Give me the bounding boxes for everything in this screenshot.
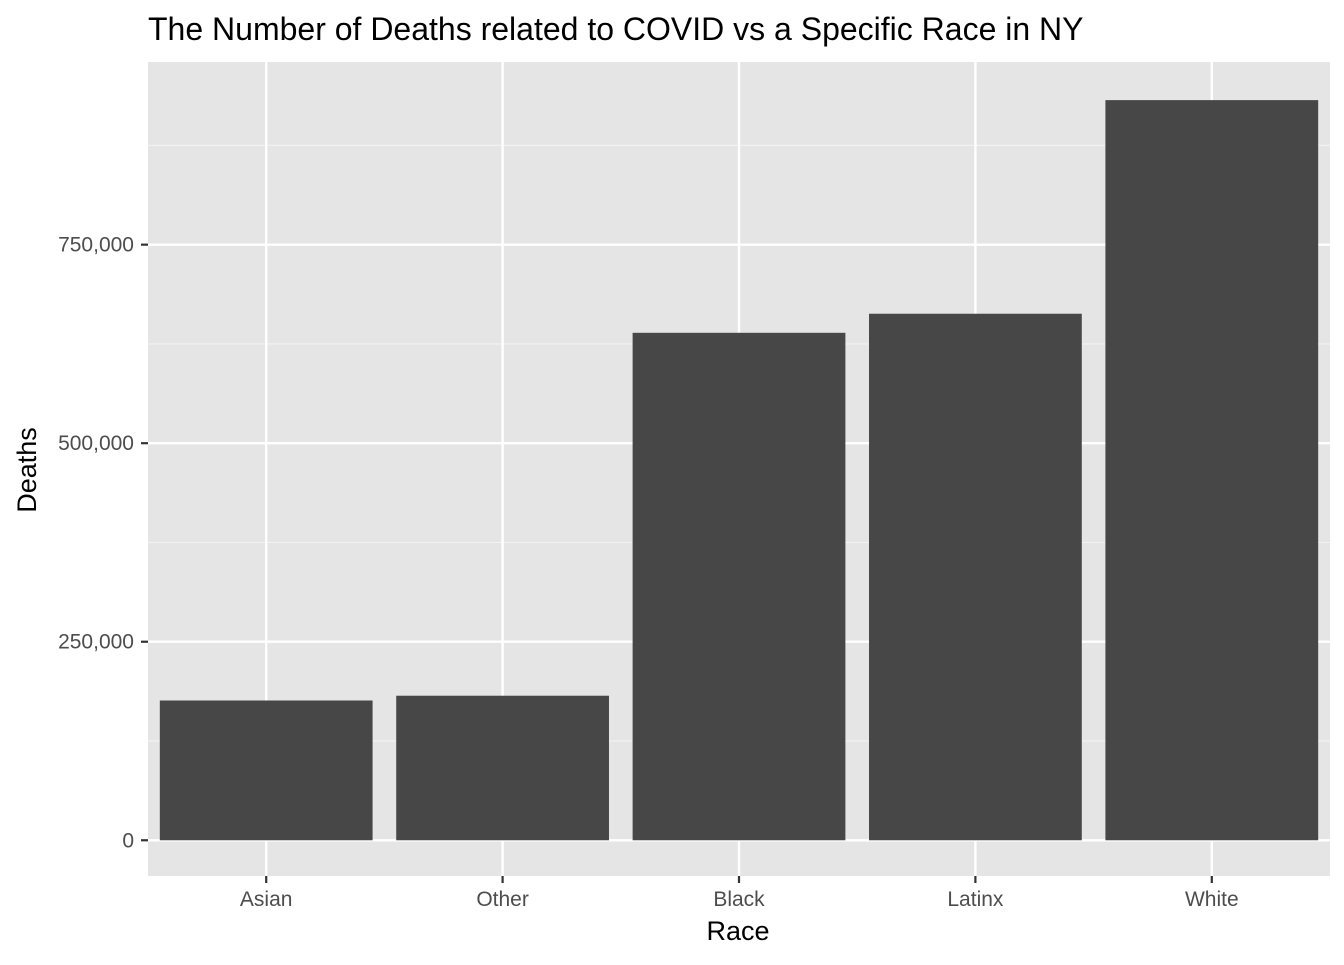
- y-axis-title: Deaths: [12, 427, 42, 513]
- x-tick-label: Other: [476, 888, 529, 911]
- x-tick-label: Latinx: [947, 888, 1004, 911]
- x-tick-label: White: [1185, 888, 1239, 911]
- x-tick-label: Black: [713, 888, 765, 911]
- chart-title: The Number of Deaths related to COVID vs…: [148, 11, 1084, 47]
- x-axis: Asian Other Black Latinx White: [240, 876, 1239, 911]
- bar-asian: [159, 700, 373, 841]
- bar-white: [1105, 100, 1319, 841]
- y-tick-label: 500,000: [58, 432, 134, 455]
- x-axis-title: Race: [706, 916, 769, 946]
- x-tick-label: Asian: [240, 888, 293, 911]
- bar-other: [396, 695, 609, 841]
- y-tick-label: 0: [122, 829, 134, 852]
- bars-group: [159, 100, 1319, 841]
- y-tick-label: 750,000: [58, 234, 134, 257]
- bar-black: [632, 332, 846, 841]
- y-axis: 0 250,000 500,000 750,000: [58, 234, 148, 852]
- bar-latinx: [869, 313, 1082, 841]
- y-tick-label: 250,000: [58, 631, 134, 654]
